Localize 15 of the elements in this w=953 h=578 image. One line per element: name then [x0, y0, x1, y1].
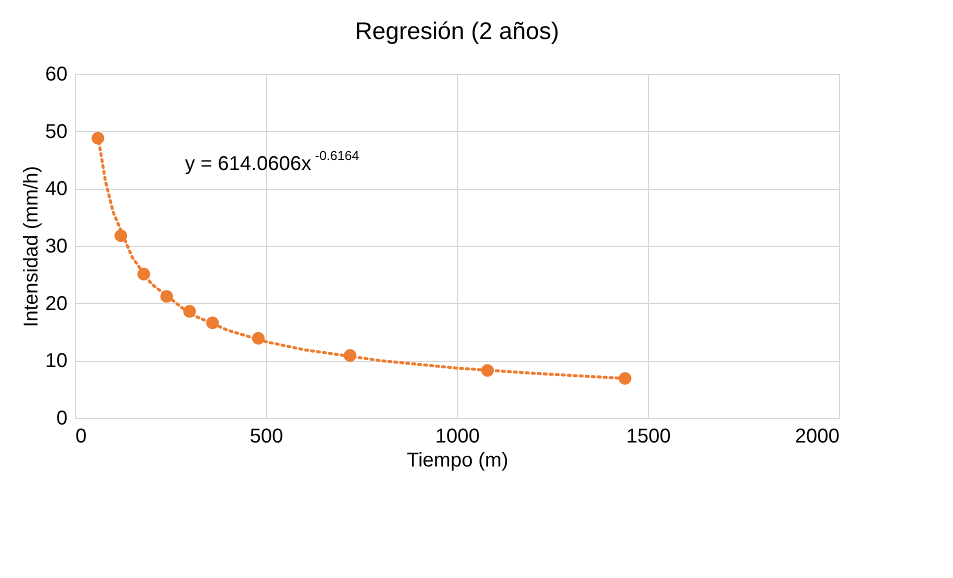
x-tick-label: 500: [250, 426, 284, 448]
y-tick-label: 20: [45, 292, 68, 315]
y-tick-label: 60: [45, 64, 68, 86]
x-tick-label: 0: [76, 426, 87, 448]
y-tick-label: 10: [45, 350, 68, 372]
y-axis-title: Intensidad (mm/h): [20, 166, 42, 328]
y-tick-label: 0: [56, 408, 68, 430]
x-axis-title: Tiempo (m): [406, 450, 508, 472]
y-tick-label: 30: [45, 236, 68, 258]
x-tick-label: 2000: [795, 426, 840, 448]
y-tick-label: 40: [45, 178, 68, 200]
y-tick-label: 50: [45, 120, 68, 143]
x-tick-label: 1500: [626, 426, 671, 448]
x-tick-label: 1000: [435, 426, 480, 448]
chart-title: Regresión (2 años): [354, 18, 560, 45]
